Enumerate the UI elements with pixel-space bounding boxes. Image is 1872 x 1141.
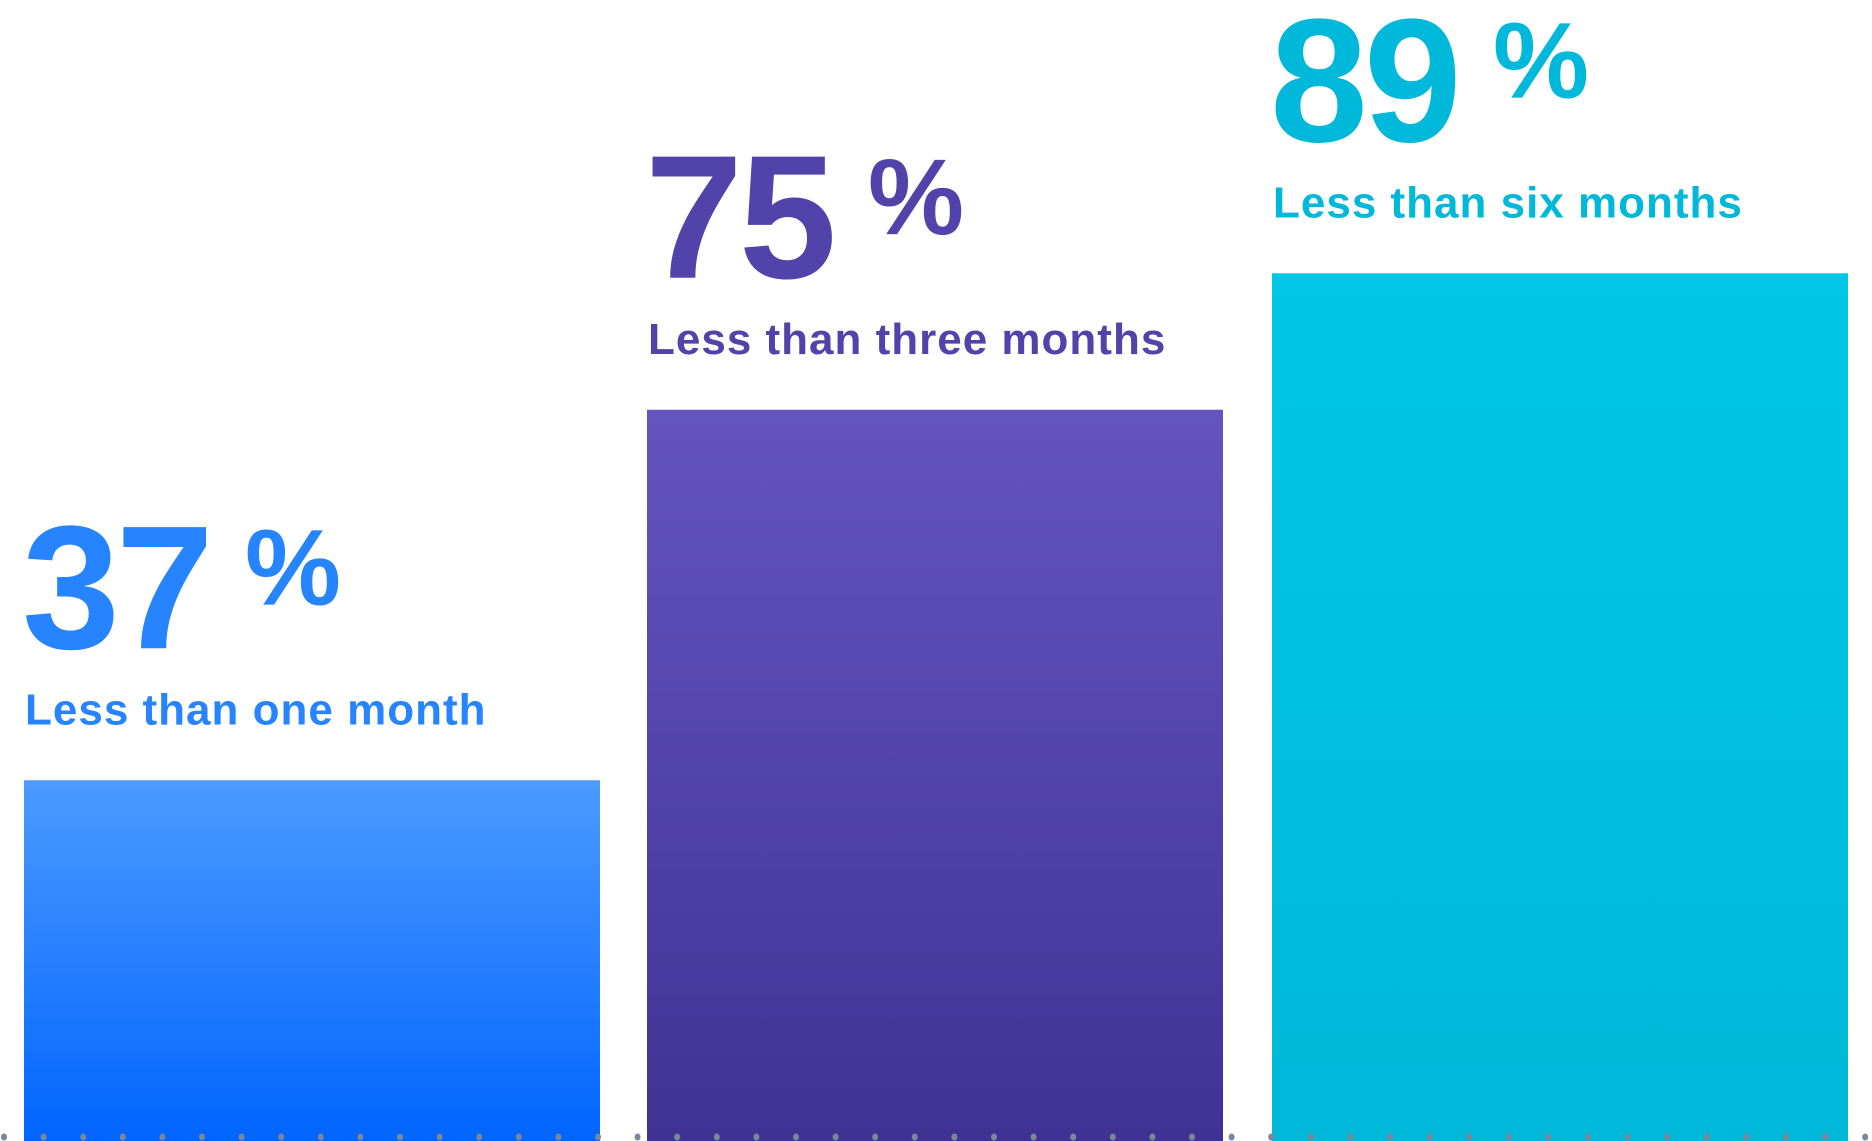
baseline-dot [357, 1133, 364, 1141]
baseline-dot [1545, 1133, 1552, 1141]
baseline-dot [119, 1133, 126, 1141]
baseline-dot [1109, 1133, 1116, 1141]
baseline-dot [1387, 1133, 1393, 1141]
baseline-dot [476, 1133, 483, 1141]
category-label: Less than three months [648, 315, 1166, 364]
baseline-dot [1466, 1133, 1473, 1141]
baseline-dot [1, 1133, 7, 1141]
baseline-dot [1030, 1133, 1037, 1141]
baseline-dot [436, 1133, 443, 1141]
baseline-dot [238, 1133, 245, 1141]
percent-sign: % [1493, 0, 1589, 120]
baseline-dot [40, 1133, 47, 1141]
baseline-dot [1783, 1133, 1789, 1141]
baseline-dot [1743, 1133, 1750, 1141]
baseline-dots [1, 1133, 1869, 1141]
baseline-dot [1703, 1133, 1710, 1141]
baseline-dot [872, 1133, 879, 1141]
baseline-dot [793, 1133, 799, 1141]
baseline-dot [1505, 1133, 1512, 1141]
baseline-dot [991, 1133, 997, 1141]
category-label: Less than one month [25, 685, 486, 734]
percent-sign: % [245, 506, 341, 627]
baseline-dot [674, 1133, 681, 1141]
baseline-dot [1822, 1133, 1829, 1141]
baseline-dot [555, 1133, 562, 1141]
baseline-dot [1307, 1133, 1314, 1141]
baseline-dot [80, 1133, 87, 1141]
baseline-dot [199, 1133, 205, 1141]
baseline-dot [634, 1133, 641, 1141]
baseline-dot [159, 1133, 166, 1141]
baseline-dot [397, 1133, 403, 1141]
bar-group: 89 % Less than six months [1270, 0, 1848, 1141]
baseline-dot [1189, 1133, 1195, 1141]
bar [647, 409, 1223, 1141]
bar [24, 780, 600, 1141]
bar-group: 37 % Less than one month [22, 490, 600, 1141]
baseline-dot [911, 1133, 918, 1141]
bar [1272, 273, 1848, 1141]
baseline-dot [595, 1133, 601, 1141]
baseline-dot [515, 1133, 522, 1141]
baseline-dot [1664, 1133, 1671, 1141]
baseline-dot [1585, 1133, 1591, 1141]
value-label: 75 [645, 120, 833, 316]
percent-sign: % [868, 136, 964, 257]
baseline-dot [1268, 1133, 1275, 1141]
baseline-dot [1624, 1133, 1631, 1141]
baseline-dot [1070, 1133, 1077, 1141]
category-label: Less than six months [1273, 178, 1743, 227]
baseline-dot [1228, 1133, 1235, 1141]
baseline-dot [713, 1133, 720, 1141]
baseline-dot [1426, 1133, 1433, 1141]
baseline-dot [753, 1133, 760, 1141]
baseline-dot [317, 1133, 324, 1141]
baseline-dot [832, 1133, 839, 1141]
value-label: 89 [1270, 0, 1458, 179]
baseline-dot [1862, 1133, 1869, 1141]
baseline-dot [278, 1133, 285, 1141]
baseline-dot [1149, 1133, 1156, 1141]
bar-group: 75 % Less than three months [645, 120, 1223, 1141]
value-label: 37 [22, 490, 210, 686]
baseline-dot [951, 1133, 958, 1141]
baseline-dot [1347, 1133, 1354, 1141]
